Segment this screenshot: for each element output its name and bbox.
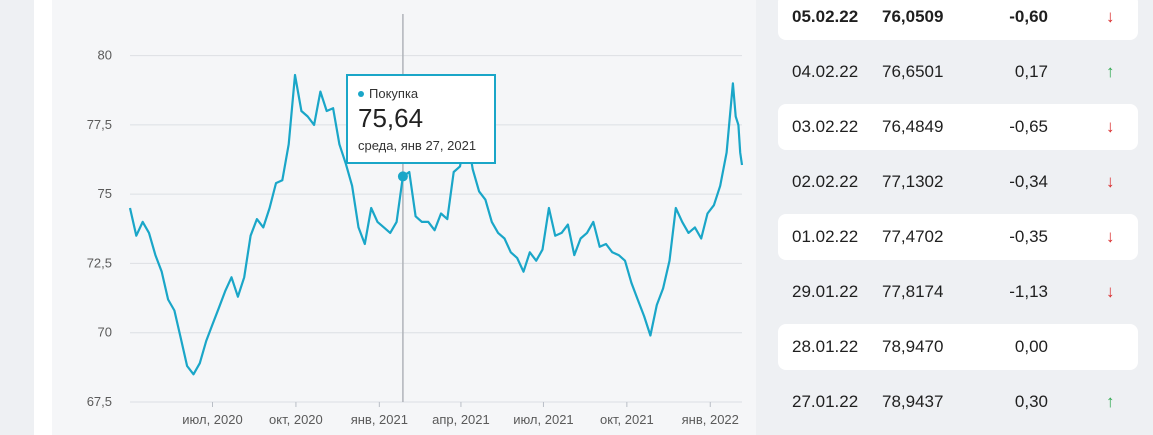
x-tick-label: окт, 2021: [600, 412, 654, 427]
table-row: 02.02.22 77,1302 -0,34 ↓: [778, 159, 1138, 205]
series-dot-icon: [358, 90, 364, 97]
row-date: 28.01.22: [792, 337, 859, 356]
series-line-pokupka: [128, 73, 744, 376]
chart-card: 67,5 70 72,5 75 77,5 80 июл, 2020 окт, 2020 янв,…: [34, 0, 756, 435]
rate-chart[interactable]: 67,5 70 72,5 75 77,5 80 июл, 2020 окт, 2020 янв,…: [52, 0, 756, 435]
table-row: 04.02.22 76,6501 0,17 ↑: [778, 49, 1138, 95]
y-tick-label: 70: [98, 325, 112, 340]
row-rate: 78,9470: [882, 337, 944, 356]
y-tick-label: 80: [98, 48, 112, 63]
row-change: 0,00: [1014, 337, 1048, 356]
x-tick-label: апр, 2021: [432, 412, 490, 427]
x-tick-label: янв, 2022: [682, 412, 739, 427]
row-rate: 77,1302: [882, 172, 944, 191]
arrow-down-icon: ↓: [1106, 227, 1115, 246]
tooltip-value: 75,64: [358, 103, 424, 133]
table-row: 28.01.22 78,9470 0,00: [778, 324, 1138, 370]
row-change: -0,35: [1009, 227, 1048, 246]
tooltip-series-label: Покупка: [369, 86, 419, 101]
table-row: 03.02.22 76,4849 -0,65 ↓: [778, 104, 1138, 150]
row-date: 29.01.22: [792, 282, 859, 301]
chart-area[interactable]: 67,5 70 72,5 75 77,5 80 июл, 2020 окт, 2020 янв,…: [52, 0, 756, 435]
row-date: 04.02.22: [792, 62, 859, 81]
chart-tooltip: Покупка 75,64 среда, янв 27, 2021: [346, 74, 496, 164]
row-date: 27.01.22: [792, 392, 859, 411]
row-date: 05.02.22: [792, 7, 859, 26]
arrow-down-icon: ↓: [1106, 282, 1115, 301]
tooltip-date: среда, янв 27, 2021: [358, 138, 477, 153]
row-rate: 78,9437: [882, 392, 944, 411]
row-change: -0,65: [1009, 117, 1048, 136]
row-date: 02.02.22: [792, 172, 859, 191]
x-tick-label: янв, 2021: [351, 412, 408, 427]
row-change: -0,34: [1009, 172, 1048, 191]
arrow-up-icon: ↑: [1106, 62, 1115, 81]
y-tick-label: 75: [98, 186, 112, 201]
x-tick-label: июл, 2020: [182, 412, 242, 427]
table-row: 27.01.22 78,9437 0,30 ↑: [778, 379, 1138, 425]
row-rate: 77,4702: [882, 227, 944, 246]
row-date: 01.02.22: [792, 227, 859, 246]
hover-point-marker: [397, 171, 408, 182]
y-tick-label: 77,5: [87, 117, 112, 132]
row-change: -1,13: [1009, 282, 1048, 301]
x-tick-label: июл, 2021: [513, 412, 573, 427]
y-tick-label: 67,5: [87, 394, 112, 409]
row-change: 0,30: [1014, 392, 1048, 411]
arrow-up-icon: ↑: [1106, 392, 1115, 411]
arrow-down-icon: ↓: [1106, 7, 1115, 26]
row-change: 0,17: [1014, 62, 1048, 81]
row-rate: 76,0509: [882, 7, 944, 26]
row-rate: 77,8174: [882, 282, 944, 301]
table-row: 05.02.22 76,0509 -0,60 ↓: [778, 0, 1138, 40]
x-tick-label: окт, 2020: [269, 412, 323, 427]
row-date: 03.02.22: [792, 117, 859, 136]
arrow-down-icon: ↓: [1106, 172, 1115, 191]
tooltip-series: Покупка: [358, 86, 494, 101]
y-tick-label: 72,5: [87, 255, 112, 270]
row-rate: 76,4849: [882, 117, 944, 136]
row-change: -0,60: [1009, 7, 1048, 26]
table-row: 01.02.22 77,4702 -0,35 ↓: [778, 214, 1138, 260]
row-rate: 76,6501: [882, 62, 944, 81]
left-margin: [0, 0, 34, 435]
rates-table: 05.02.22 76,0509 -0,60 ↓ 04.02.22 76,6501 0,17…: [756, 0, 1153, 435]
table-row: 29.01.22 77,8174 -1,13 ↓: [778, 269, 1138, 315]
arrow-down-icon: ↓: [1106, 117, 1115, 136]
